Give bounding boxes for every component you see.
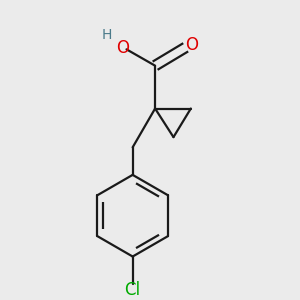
Text: Cl: Cl <box>124 281 141 299</box>
Text: O: O <box>116 39 129 57</box>
Text: O: O <box>185 36 198 54</box>
Text: H: H <box>102 28 112 42</box>
